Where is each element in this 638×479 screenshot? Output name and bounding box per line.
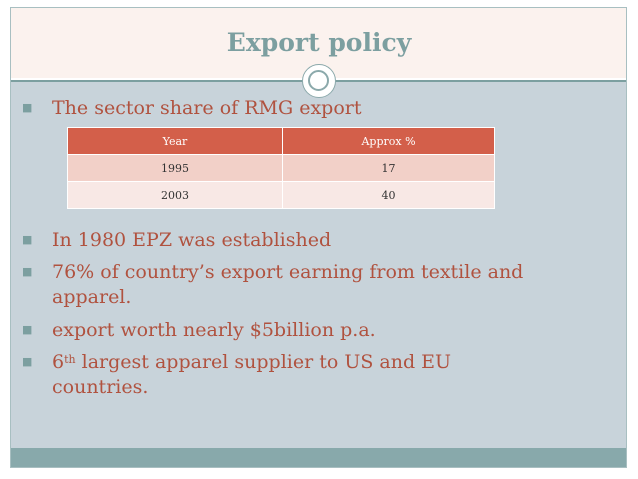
table-header-percent: Approx %: [282, 127, 495, 155]
square-bullet-icon: ■: [22, 233, 33, 246]
table-cell: 40: [282, 181, 495, 209]
table-header-year: Year: [67, 127, 283, 155]
bullet-text: export worth nearly $5billion p.a.: [52, 319, 376, 341]
table-row: 1995 17: [67, 154, 495, 182]
square-bullet-icon: ■: [22, 323, 33, 336]
double-circle-ornament-icon: [302, 64, 336, 98]
table-cell: 2003: [67, 181, 283, 209]
inner-circle: [308, 70, 329, 91]
bullet-text: 76% of country’s export earning from tex…: [52, 261, 524, 283]
rank-suffix: th: [64, 353, 76, 366]
table-header-row: Year Approx %: [67, 127, 495, 155]
bullet-text: In 1980 EPZ was established: [52, 229, 332, 251]
rmg-share-table: Year Approx % 1995 17 2003 40: [67, 127, 495, 209]
footer-band: [10, 448, 627, 468]
square-bullet-icon: ■: [22, 355, 33, 368]
table-row: 2003 40: [67, 181, 495, 209]
bullet-text-continued: countries.: [52, 376, 149, 398]
square-bullet-icon: ■: [22, 265, 33, 278]
bullet-text-continued: apparel.: [52, 286, 132, 308]
bullet-text: 6th largest apparel supplier to US and E…: [52, 350, 451, 374]
table-cell: 1995: [67, 154, 283, 182]
rank-number: 6: [52, 351, 65, 373]
bullet-text: The sector share of RMG export: [52, 97, 362, 119]
bullet-text-main: largest apparel supplier to US and EU: [75, 351, 452, 373]
table-cell: 17: [282, 154, 495, 182]
slide-title: Export policy: [226, 28, 412, 57]
square-bullet-icon: ■: [22, 101, 33, 114]
